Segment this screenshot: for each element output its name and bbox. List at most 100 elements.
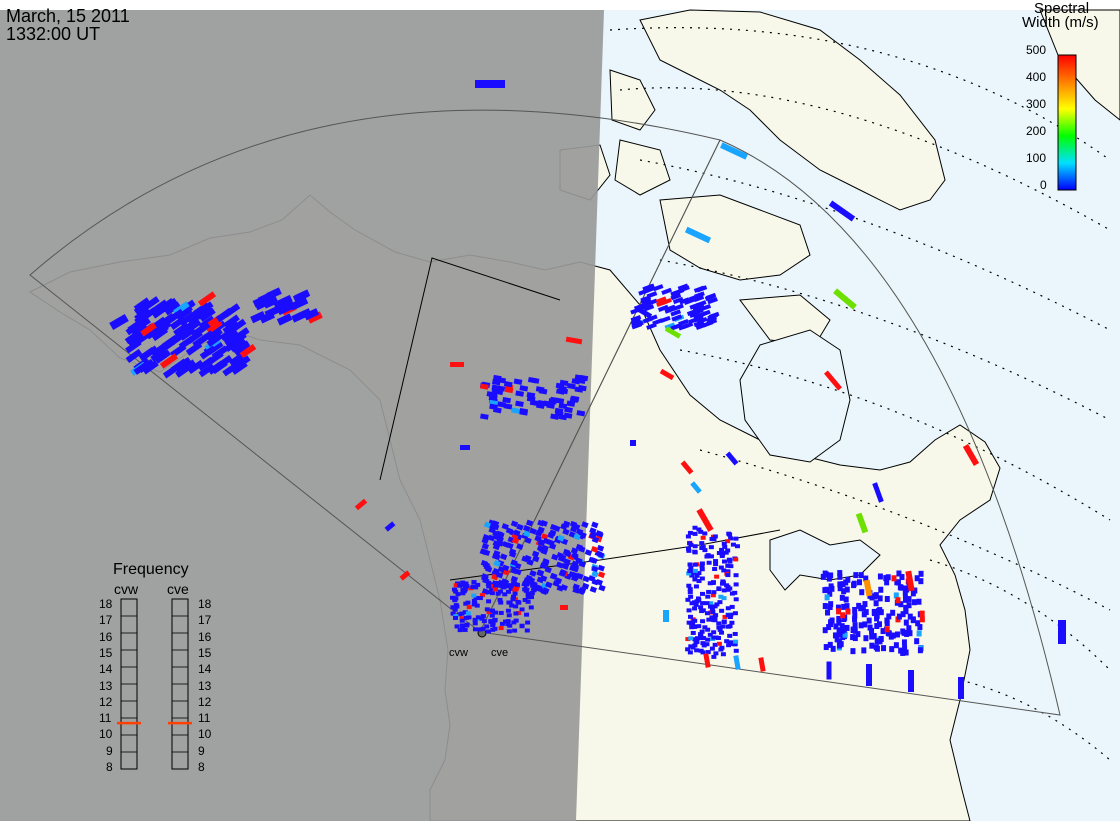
scatter-cell: [699, 567, 705, 572]
scatter-cell: [693, 584, 699, 589]
scatter-cell: [480, 413, 489, 420]
scatter-cell: [493, 553, 501, 561]
scatter-cell: [886, 613, 892, 620]
scatter-cell: [725, 539, 731, 544]
scatter-cell: [571, 565, 579, 573]
frequency-tick-left: 8: [106, 760, 113, 774]
scatter-cell: [711, 654, 717, 659]
scatter-cell: [874, 638, 880, 645]
scatter-cell: [719, 608, 725, 613]
scatter-cell: [890, 609, 896, 616]
scatter-cell: [696, 527, 702, 532]
scatter-cell: [706, 589, 712, 594]
scatter-cell: [713, 559, 719, 564]
scatter-cell: [687, 568, 693, 573]
scatter-cell: [916, 598, 922, 605]
scatter-cell: [867, 592, 873, 599]
frequency-tick-right: 9: [198, 743, 205, 758]
scatter-cell: [515, 400, 524, 407]
scatter-cell: [459, 618, 465, 623]
scatter-cell: [890, 632, 896, 639]
scatter-cell: [523, 530, 531, 538]
scatter-cell: [462, 627, 468, 632]
scatter-cell: [510, 567, 518, 575]
scatter-cell: [717, 627, 723, 632]
scatter-cell: [537, 526, 545, 534]
scatter-cell: [506, 629, 512, 634]
scatter-cell: [673, 303, 684, 311]
scatter-cell: [916, 630, 922, 637]
scatter-cell: [513, 529, 521, 537]
colorbar-tick: 100: [1026, 151, 1047, 165]
scatter-cell: [699, 629, 705, 634]
scatter-cell: [452, 615, 458, 620]
scatter-cell: [550, 413, 559, 420]
scatter-cell: [630, 318, 642, 326]
scatter-cell: [488, 619, 494, 624]
frequency-tick-right: 10: [198, 727, 212, 742]
arctic-island-2: [614, 139, 671, 196]
scatter-cell: [721, 588, 727, 593]
scatter-cell: [656, 299, 667, 307]
scatter-cell: [233, 342, 251, 357]
scatter-cell: [725, 548, 731, 553]
scatter-cell: [483, 563, 492, 571]
scatter-cell: [162, 364, 180, 379]
scatter-cell: [510, 597, 516, 602]
scatter-cell: [857, 579, 863, 586]
scatter-cell: [498, 626, 504, 631]
scatter-cell: [481, 619, 487, 624]
scatter-cell: [714, 574, 720, 579]
scatter-cell: [541, 533, 549, 540]
scatter-cell: [702, 548, 708, 553]
scatter-cell: [689, 573, 695, 578]
scatter-cell: [472, 601, 478, 606]
scatter-cell: [699, 563, 705, 568]
scatter-cell: [710, 580, 716, 585]
scatter-cell: [900, 611, 906, 618]
scatter-cell: [686, 571, 692, 576]
scatter-cell: [685, 647, 691, 652]
frequency-tick-left: 16: [99, 629, 113, 644]
scatter-cell: [841, 603, 847, 610]
scatter-cell: [584, 549, 593, 556]
colorbar: [1057, 54, 1077, 191]
scatter-cell: [721, 596, 727, 601]
scatter-cell: [716, 641, 722, 646]
scatter-cell: [506, 600, 512, 605]
scatter-cell: [551, 553, 559, 561]
scatter-cell: [866, 617, 872, 624]
scatter-cell: [682, 321, 694, 329]
scatter-cell: [640, 297, 652, 305]
scatter-cell: [829, 585, 835, 592]
frequency-tick-right: 11: [198, 711, 211, 726]
scatter-cell: [516, 543, 524, 550]
scatter-cell: [571, 560, 579, 568]
colorbar-tick: 400: [1026, 70, 1047, 84]
scatter-cell: [914, 638, 920, 645]
scatter-cell: [512, 588, 518, 593]
scatter-cell: [194, 321, 211, 336]
scatter-cell: [262, 296, 279, 309]
scatter-cell: [726, 643, 732, 648]
scatter-cell: [219, 326, 237, 341]
scatter-cell: [700, 545, 706, 550]
scatter-cell: [559, 569, 567, 576]
scatter-cell: [529, 590, 535, 595]
scatter-cell: [484, 607, 490, 612]
scatter-cell: [1058, 620, 1066, 644]
scatter-cell: [495, 591, 501, 596]
scatter-cell: [842, 631, 848, 638]
frequency-tick-left: 11: [99, 711, 112, 726]
scatter-cell: [509, 603, 515, 608]
scatter-cell: [713, 613, 719, 618]
scatter-cell: [884, 595, 890, 602]
scatter-cell: [844, 624, 850, 631]
scatter-cell: [905, 570, 915, 592]
scatter-cell: [869, 642, 875, 649]
scatter-cell: [903, 604, 909, 611]
scatter-cell: [850, 648, 856, 655]
scatter-cell: [708, 545, 714, 550]
scatter-cell: [495, 581, 501, 586]
